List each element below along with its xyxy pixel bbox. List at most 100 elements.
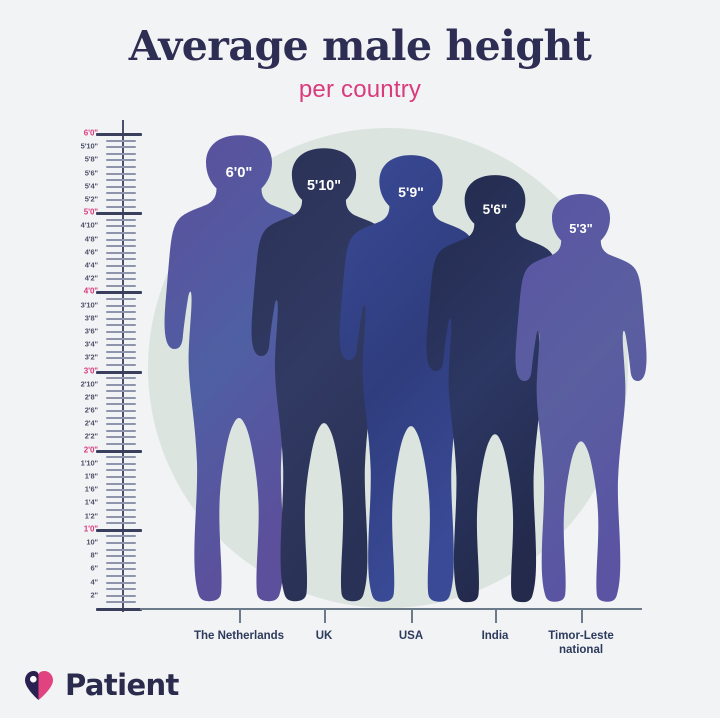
- country-label-line1: The Netherlands: [193, 630, 285, 642]
- ruler-tick-minor: [106, 350, 136, 353]
- ruler-tick-minor: [106, 258, 136, 261]
- ruler-tick-minor: [106, 311, 136, 314]
- ruler-tick-minor: [106, 502, 136, 505]
- axis-tick: [411, 609, 413, 623]
- axis-tick: [581, 609, 583, 623]
- country-label-line1: Timor-Leste: [548, 630, 614, 642]
- ruler-label: 2'6": [84, 405, 98, 415]
- ruler-tick-minor: [106, 482, 136, 485]
- page-subtitle: per country: [298, 76, 422, 103]
- ruler-label: 4'10": [80, 220, 98, 230]
- ruler-tick-minor: [106, 377, 136, 380]
- patient-logo[interactable]: Patient: [22, 668, 179, 702]
- ruler-label: 1'2": [84, 511, 98, 521]
- ruler-label: 3'6": [84, 326, 98, 336]
- ruler-tick-major: [96, 528, 142, 532]
- ruler-label: 2'8": [84, 392, 98, 402]
- ruler-tick-minor: [106, 205, 136, 208]
- ruler-label: 1'6": [84, 484, 98, 494]
- logo-wordmark: Patient: [65, 668, 179, 702]
- ruler-tick-minor: [106, 152, 136, 155]
- ruler-label: 2'2": [84, 431, 98, 441]
- ruler-tick-minor: [106, 172, 136, 175]
- baseline-axis: [140, 608, 642, 610]
- country-label-line2: national: [558, 644, 604, 656]
- ruler-tick-major: [96, 133, 142, 136]
- ruler-tick-minor: [106, 462, 136, 465]
- ruler-tick-minor: [106, 561, 136, 564]
- figure-height-label: 5'3": [569, 220, 593, 236]
- ruler-tick-minor: [106, 284, 136, 287]
- ruler-tick-minor: [106, 357, 136, 360]
- ruler-tick-minor: [106, 476, 136, 479]
- ruler-tick-minor: [106, 146, 136, 149]
- ruler-tick-minor: [106, 185, 136, 188]
- axis-tick: [239, 609, 241, 623]
- ruler-tick-minor: [106, 330, 136, 333]
- ruler-label: 2'0": [83, 445, 98, 455]
- ruler-tick-minor: [106, 429, 136, 432]
- ruler-tick-minor: [106, 423, 136, 426]
- ruler-tick-minor: [106, 568, 136, 571]
- ruler-tick-minor: [106, 297, 136, 300]
- country-label: India: [482, 629, 509, 643]
- ruler-tick-minor: [106, 489, 136, 492]
- ruler-label: 10": [86, 537, 98, 547]
- ruler-tick-minor: [106, 192, 136, 195]
- ruler-tick-minor: [106, 218, 136, 221]
- country-label-line1: USA: [398, 630, 424, 642]
- ruler-label: 6'0": [83, 128, 98, 138]
- ruler-tick-minor: [106, 278, 136, 281]
- ruler-tick-minor: [106, 495, 136, 498]
- figure-height-label: 5'9": [398, 183, 424, 200]
- ruler-tick-minor: [106, 159, 136, 162]
- ruler-label: 5'6": [84, 168, 98, 178]
- ruler-tick-minor: [106, 555, 136, 558]
- ruler-label: 5'10": [80, 141, 98, 151]
- heart-pin-logo-icon: [25, 671, 53, 700]
- ruler-tick-minor: [106, 588, 136, 591]
- ruler-tick-minor: [106, 139, 136, 142]
- ruler-label: 4": [90, 577, 98, 587]
- ruler-label: 3'2": [84, 352, 98, 362]
- ruler-label: 4'6": [84, 247, 98, 257]
- ruler-tick-minor: [106, 436, 136, 439]
- ruler-tick-minor: [106, 337, 136, 340]
- ruler-label: 2'4": [84, 418, 98, 428]
- ruler-tick-minor: [106, 548, 136, 551]
- ruler-spine: [122, 120, 124, 612]
- ruler-tick-minor: [106, 594, 136, 597]
- ruler-tick-major: [96, 212, 142, 216]
- ruler-tick-minor: [106, 264, 136, 267]
- ruler-tick-zero: [96, 608, 142, 611]
- figure-height-label: 5'10": [306, 177, 342, 194]
- ruler-label: 2": [90, 590, 98, 600]
- ruler-tick-minor: [106, 324, 136, 327]
- country-label: The Netherlands: [194, 629, 284, 643]
- ruler-tick-minor: [106, 403, 136, 406]
- ruler-tick-minor: [106, 522, 136, 525]
- ruler-tick-minor: [106, 515, 136, 518]
- human-silhouette-icon: [515, 194, 647, 603]
- ruler-label: 3'0": [83, 366, 98, 375]
- ruler-label: 3'10": [80, 300, 98, 310]
- ruler-label: 1'0": [83, 524, 98, 534]
- ruler-label: 8": [90, 550, 98, 560]
- figure-height-label: 5'6": [482, 202, 508, 218]
- ruler-tick-minor: [106, 396, 136, 399]
- ruler-label: 4'2": [84, 273, 98, 283]
- ruler-tick-minor: [106, 317, 136, 320]
- ruler-tick-minor: [106, 304, 136, 307]
- figure-group: 6'0" 5'10" 5'9" 5'6" 5'3": [164, 135, 647, 603]
- ruler-tick-major: [96, 370, 142, 374]
- ruler-label: 5'2": [84, 194, 98, 204]
- ruler-tick-minor: [106, 535, 136, 538]
- country-label: UK: [316, 629, 333, 643]
- ruler-tick-minor: [106, 344, 136, 347]
- country-label: USA: [399, 629, 423, 643]
- ruler-tick-minor: [106, 383, 136, 386]
- ruler-label: 2'10": [80, 379, 98, 389]
- ruler-tick-minor: [106, 575, 136, 577]
- ruler-tick-minor: [106, 469, 136, 472]
